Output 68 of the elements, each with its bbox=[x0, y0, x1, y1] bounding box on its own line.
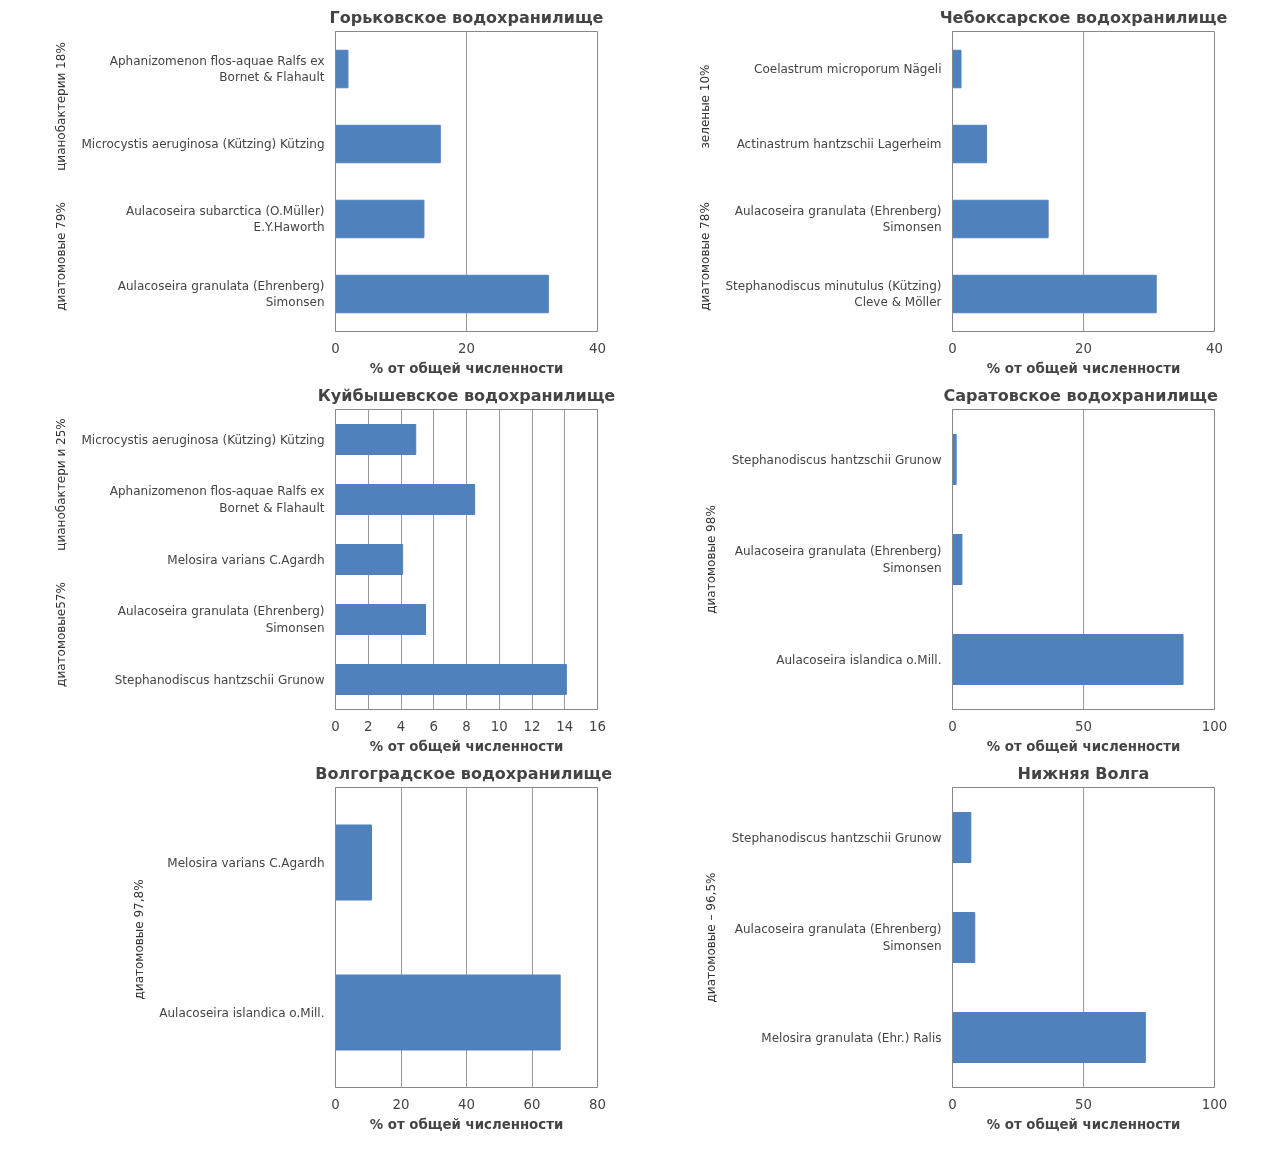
x-tick-label: 40 bbox=[458, 1096, 475, 1112]
y-tick-label: Coelastrum microporum Nägeli bbox=[754, 62, 942, 76]
x-tick-label: 10 bbox=[490, 718, 508, 734]
y-tick-label: Aulacoseira granulata (Ehrenberg) Simonsen bbox=[734, 203, 942, 235]
x-axis-title: % от общей численности bbox=[986, 738, 1181, 754]
x-tick-label: 0 bbox=[948, 340, 957, 356]
text: диатомовые 98% bbox=[703, 505, 718, 614]
y-tick-label: Stephanodiscus minutulus (Kützing) Cleve & Möller bbox=[725, 278, 942, 310]
x-tick-label: 100 bbox=[1201, 718, 1228, 734]
y-tick-label: Aulacoseira islandica o.Mill. bbox=[776, 652, 942, 667]
x-tick-label: 40 bbox=[589, 340, 606, 356]
chart-title: Куйбышевское водохранилище bbox=[317, 385, 616, 405]
y-tick-label: Stephanodiscus hantzschii Grunow bbox=[114, 672, 325, 687]
chart-title: Волгоградское водохранилище bbox=[315, 763, 613, 783]
y-tick-label: Aulacoseira granulata (Ehrenberg) Simonsen bbox=[117, 278, 325, 310]
x-axis-title: % от общей численности bbox=[369, 1116, 564, 1132]
x-tick-label: 0 bbox=[331, 718, 340, 734]
y-tick-label: Actinastrum hantzschii Lagerheim bbox=[736, 137, 942, 151]
x-tick-label: 2 bbox=[364, 718, 373, 734]
x-tick-label: 50 bbox=[1075, 718, 1092, 734]
x-tick-label: 14 bbox=[556, 718, 574, 734]
y-tick-label: Melosira varians C.Agardh bbox=[167, 855, 325, 870]
x-tick-label: 20 bbox=[458, 340, 475, 356]
x-tick-label: 50 bbox=[1075, 1096, 1092, 1112]
x-tick-label: 20 bbox=[1075, 340, 1092, 356]
text: диатомовые 79% bbox=[53, 202, 68, 311]
x-axis-title: % от общей численности bbox=[369, 360, 564, 376]
y-tick-label: Aulacoseira granulata (Ehrenberg) Simonsen bbox=[117, 604, 325, 635]
x-tick-label: 80 bbox=[589, 1096, 606, 1112]
text: цианобактерии 18% bbox=[53, 42, 68, 171]
y-tick-label: Aulacoseira granulata (Ehrenberg) Simonsen bbox=[734, 922, 942, 953]
text: диатомовые57% bbox=[53, 582, 68, 687]
x-tick-label: 0 bbox=[948, 718, 957, 734]
x-axis-title: % от общей численности bbox=[369, 738, 564, 754]
x-tick-label: 4 bbox=[396, 718, 406, 734]
x-axis-title: % от общей численности bbox=[986, 360, 1181, 376]
x-tick-label: 0 bbox=[331, 1096, 340, 1112]
text: диатомовые 97,8% bbox=[131, 879, 146, 1000]
chart-title: Саратовское водохранилище bbox=[943, 385, 1218, 405]
x-tick-label: 20 bbox=[392, 1096, 410, 1112]
y-tick-label: Melosira granulata (Ehr.) Ralis bbox=[761, 1030, 942, 1045]
x-axis-title: % от общей численности bbox=[986, 1116, 1181, 1132]
text: цианобактери и 25% bbox=[53, 418, 68, 551]
y-tick-label: Aulacoseira granulata (Ehrenberg) Simonsen bbox=[734, 544, 942, 575]
y-tick-label: Stephanodiscus hantzschii Grunow bbox=[731, 452, 942, 467]
chart-title: Чебоксарское водохранилище bbox=[939, 7, 1228, 27]
y-tick-label: Microcystis aeruginosa (Kützing) Kützing bbox=[81, 137, 325, 151]
x-tick-label: 60 bbox=[523, 1096, 541, 1112]
x-tick-label: 100 bbox=[1201, 1096, 1228, 1112]
text: диатомовые 78% bbox=[697, 202, 712, 311]
x-tick-label: 40 bbox=[1206, 340, 1223, 356]
y-tick-label: Melosira varians C.Agardh bbox=[167, 552, 325, 567]
x-tick-label: 8 bbox=[462, 718, 471, 734]
x-tick-label: 0 bbox=[948, 1096, 957, 1112]
x-tick-label: 12 bbox=[523, 718, 541, 734]
x-tick-label: 16 bbox=[589, 718, 606, 734]
chart-title: Горьковское водохранилище bbox=[329, 7, 604, 27]
chart-title: Нижняя Волга bbox=[1017, 763, 1150, 783]
x-tick-label: 0 bbox=[331, 340, 340, 356]
text: зеленые 10% bbox=[697, 64, 712, 149]
y-tick-label: Microcystis aeruginosa (Kützing) Kützing bbox=[81, 432, 325, 447]
x-tick-label: 6 bbox=[429, 718, 438, 734]
text: диатомовые – 96,5% bbox=[703, 872, 718, 1003]
y-tick-label: Aphanizomenon flos-aquae Ralfs ex Bornet & Flahault bbox=[109, 484, 325, 515]
y-tick-label: Aphanizomenon flos-aquae Ralfs ex Bornet & Flahault bbox=[109, 53, 325, 85]
y-tick-label: Aulacoseira subarctica (O.Müller) E.Y.Haworth bbox=[126, 203, 325, 235]
y-tick-label: Aulacoseira islandica o.Mill. bbox=[159, 1005, 325, 1020]
y-tick-label: Stephanodiscus hantzschii Grunow bbox=[731, 830, 942, 845]
